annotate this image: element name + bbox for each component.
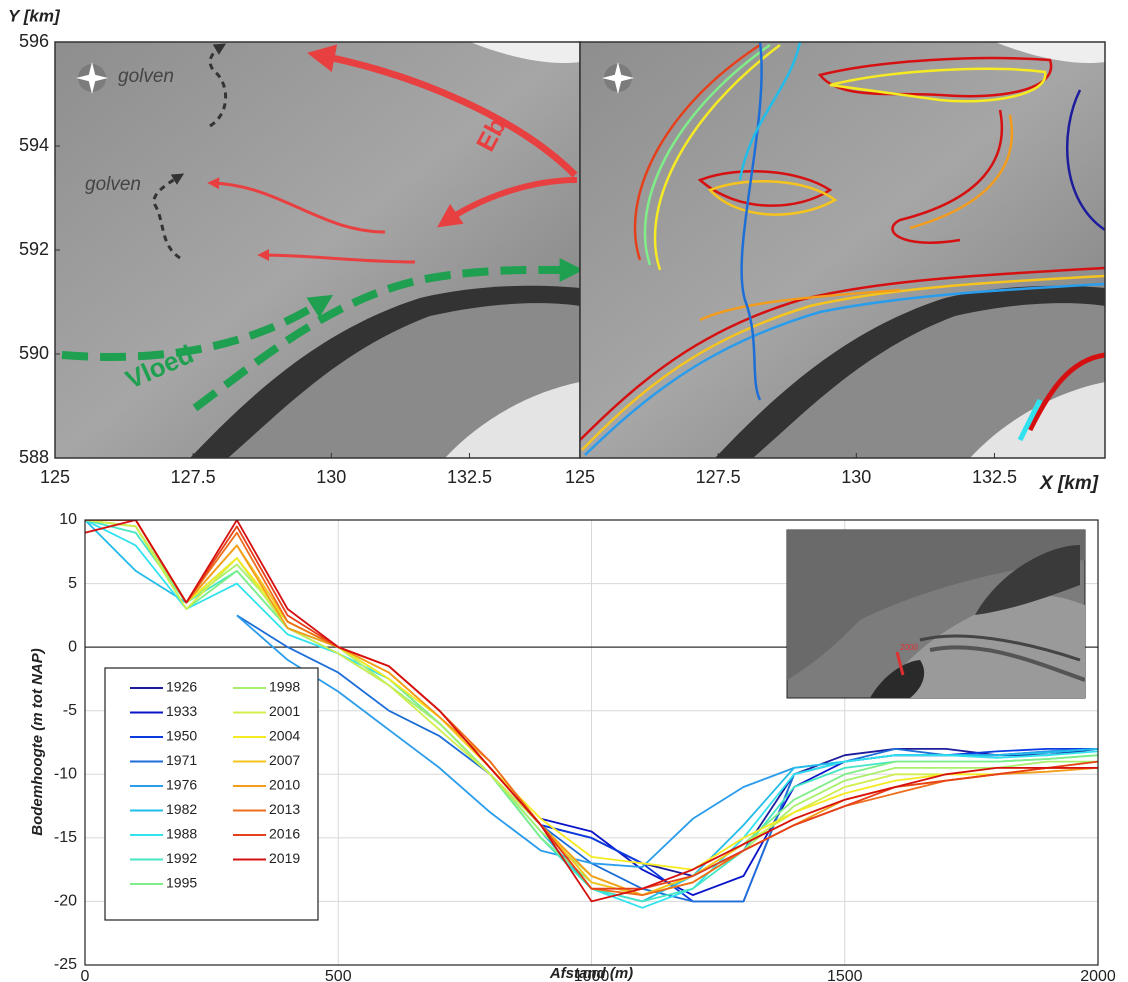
legend-label: 1976 [166, 777, 197, 793]
x-tick-label: 1000 [574, 968, 610, 982]
x-tick-label: 2000 [1080, 968, 1116, 982]
legend-label: 1998 [269, 679, 300, 695]
legend-label: 2004 [269, 728, 300, 744]
x-tick-label: 0 [81, 968, 90, 982]
y-tick-label: -20 [54, 893, 77, 910]
x-tick-label: 1500 [827, 968, 863, 982]
legend-label: 2001 [269, 703, 300, 719]
x-tick-label: 130 [841, 467, 871, 487]
legend-label: 1988 [166, 826, 197, 842]
inset-label: 2000 [900, 643, 918, 652]
annotation: golven [118, 66, 174, 87]
map-right [580, 42, 1105, 458]
legend-label: 2007 [269, 752, 300, 768]
y-tick-label: 10 [59, 511, 77, 528]
y-tick-label: -15 [54, 829, 77, 846]
y-tick-label: 596 [19, 31, 49, 51]
x-tick-label: 132.5 [447, 467, 492, 487]
legend-label: 2010 [269, 777, 300, 793]
y-tick-label: -10 [54, 766, 77, 783]
legend-label: 1950 [166, 728, 197, 744]
y-axis-label: Y [km] [8, 6, 61, 25]
inset [787, 530, 1085, 698]
x-tick-label: 125 [40, 467, 70, 487]
legend-label: 2016 [269, 826, 300, 842]
annotation: golven [85, 174, 141, 195]
legend-label: 1971 [166, 752, 197, 768]
y-tick-label: -25 [54, 956, 77, 973]
y-tick-label: 588 [19, 447, 49, 467]
y-tick-label: 0 [68, 638, 77, 655]
x-tick-label: 127.5 [696, 467, 741, 487]
legend-label: 2013 [269, 801, 300, 817]
legend-label: 1933 [166, 703, 197, 719]
y-axis-label: Bodemhoogte (m tot NAP) [29, 648, 46, 835]
y-tick-label: 590 [19, 343, 49, 363]
x-tick-label: 127.5 [171, 467, 216, 487]
legend-label: 1982 [166, 801, 197, 817]
y-tick-label: 5 [68, 575, 77, 592]
page: {"chart_data": [ {"type": "map", "ylabel… [0, 0, 1128, 982]
y-tick-label: -5 [63, 702, 77, 719]
legend-label: 1926 [166, 679, 197, 695]
y-tick-label: 594 [19, 135, 49, 155]
legend-label: 1992 [166, 850, 197, 866]
x-axis-label: X [km] [1039, 473, 1099, 494]
x-tick-label: 130 [316, 467, 346, 487]
legend-label: 2019 [269, 850, 300, 866]
y-tick-label: 592 [19, 239, 49, 259]
legend-label: 1995 [166, 875, 197, 891]
x-tick-label: 125 [565, 467, 595, 487]
map-left [55, 42, 580, 458]
figure: golven golven Eb Vloed Y [km] X [km] 200… [0, 0, 1128, 982]
x-tick-label: 500 [325, 968, 352, 982]
x-tick-label: 132.5 [972, 467, 1017, 487]
